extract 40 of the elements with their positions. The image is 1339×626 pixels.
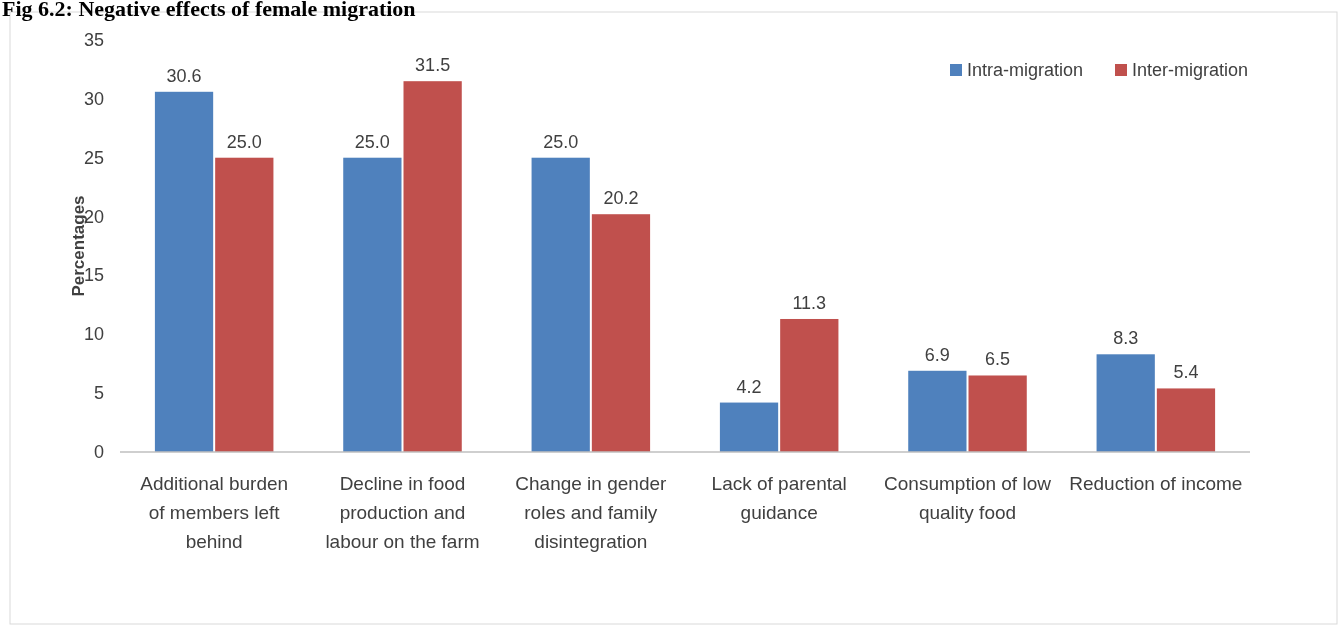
data-label: 25.0 (543, 131, 579, 152)
y-tick-label: 30 (83, 88, 104, 109)
x-tick-label: Reduction of income (1069, 473, 1243, 494)
bar (719, 402, 779, 452)
x-tick-label: Decline in food production and labour on the farm (325, 473, 480, 552)
x-tick-label: Consumption of low quality food (884, 473, 1052, 523)
bar (403, 81, 462, 452)
data-label: 8.3 (1113, 328, 1139, 349)
data-label: 25.0 (354, 131, 390, 152)
bar (531, 157, 590, 452)
data-label: 4.2 (736, 376, 762, 397)
bar (154, 91, 214, 452)
data-label: 31.5 (415, 55, 451, 76)
y-tick-label: 0 (93, 442, 104, 462)
bar (215, 157, 274, 452)
data-label: 11.3 (792, 292, 827, 313)
bar (343, 157, 402, 452)
data-label: 6.5 (985, 349, 1011, 370)
y-tick-label: 25 (83, 147, 104, 168)
y-tick-label: 5 (93, 383, 104, 404)
bar (591, 214, 651, 452)
bar (1156, 388, 1216, 452)
x-tick-label: Additional burden of members left behind (140, 473, 289, 552)
bar (780, 318, 839, 452)
x-tick-label: Lack of parental guidance (711, 473, 847, 523)
legend-label: Intra-migration (967, 60, 1084, 80)
data-label: 30.6 (166, 65, 202, 86)
bar (908, 370, 967, 452)
y-tick-label: 15 (83, 265, 104, 286)
data-label: 6.9 (924, 344, 950, 365)
data-label: 20.2 (603, 188, 639, 209)
y-tick-label: 35 (83, 30, 104, 50)
x-tick-label: Change in gender roles and family disintegration (515, 473, 668, 552)
data-label: 5.4 (1173, 362, 1199, 383)
legend-label: Inter-migration (1132, 60, 1249, 80)
data-label: 25.0 (226, 131, 262, 152)
bar (968, 375, 1027, 452)
y-tick-label: 10 (83, 324, 104, 345)
chart-title: Fig 6.2: Negative effects of female migration (2, 0, 416, 21)
bar (1096, 354, 1155, 452)
